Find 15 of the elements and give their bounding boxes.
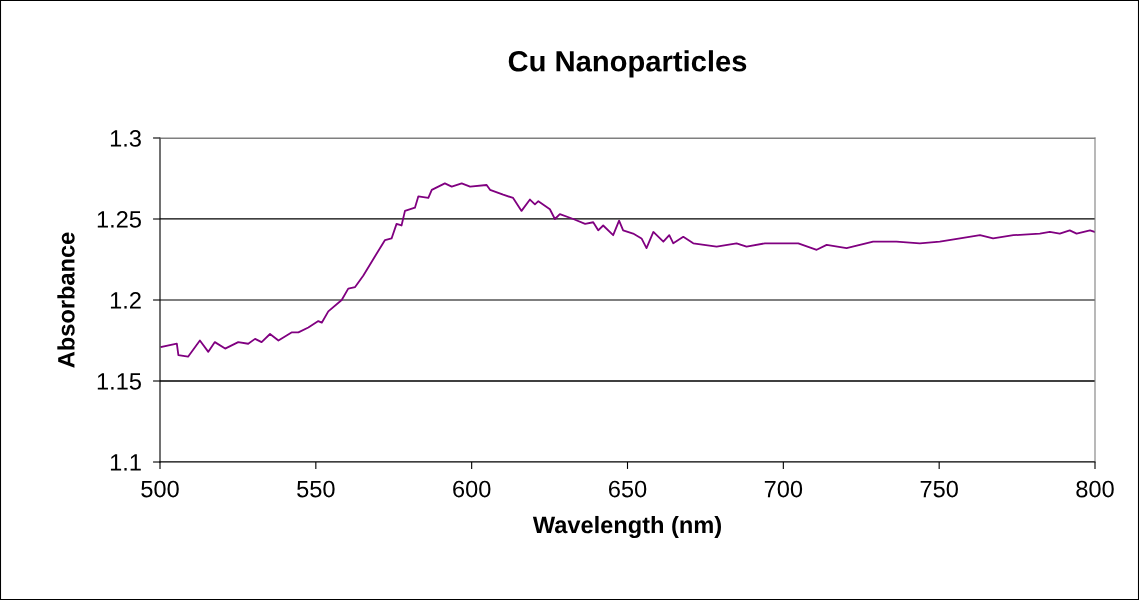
x-axis-title: Wavelength (nm) — [532, 515, 721, 539]
y-tick-label: 1.15 — [97, 373, 141, 390]
x-tick-label: 750 — [920, 480, 958, 498]
chart-title: Cu Nanoparticles — [508, 50, 747, 78]
x-tick-label: 650 — [609, 480, 647, 498]
y-axis-title: Absorbance — [57, 232, 75, 368]
x-tick-label: 550 — [297, 480, 335, 498]
x-tick-label: 600 — [453, 480, 491, 498]
y-tick-label: 1.25 — [97, 211, 141, 228]
y-tick-label: 1.2 — [110, 292, 141, 309]
x-tick-label: 700 — [764, 480, 803, 498]
y-tick-label: 1.1 — [110, 454, 141, 471]
x-tick-label: 500 — [141, 480, 179, 498]
y-tick-label: 1.3 — [110, 130, 141, 147]
x-tick-label: 800 — [1076, 480, 1114, 498]
